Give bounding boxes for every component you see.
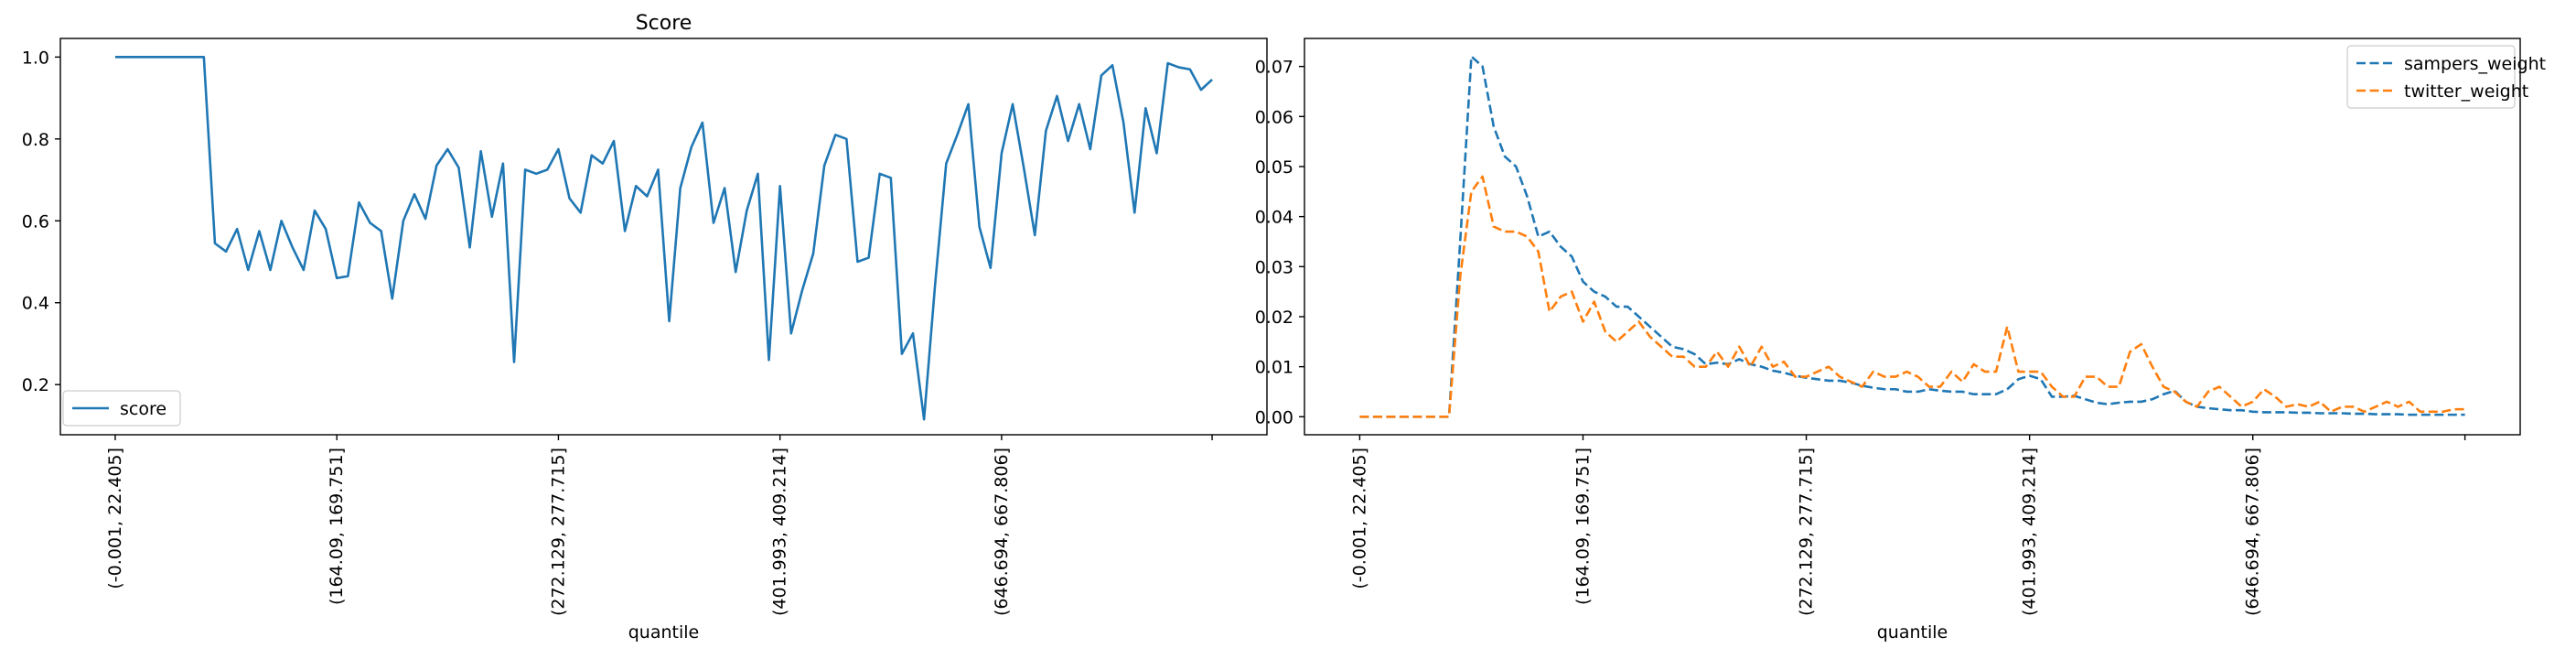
chart1-series-twitter-weight-line <box>1359 175 2465 418</box>
chart1-legend-label-twitter-weight: twitter_weight <box>2404 81 2528 102</box>
chart1-series-sampers-weight-line <box>1359 55 2465 418</box>
chart1-ytick-label: 0.06 <box>1255 107 1293 127</box>
chart1-xtick-label: (272.129, 277.715] <box>1797 448 1817 616</box>
chart0-ytick-label: 1.0 <box>22 48 49 68</box>
chart1-ytick-label: 0.04 <box>1255 208 1293 228</box>
chart1-ytick-label: 0.02 <box>1255 308 1293 328</box>
chart1-ytick-label: 0.05 <box>1255 157 1293 178</box>
chart1-x-axis-label: quantile <box>1877 622 1948 643</box>
chart0-xtick-label: (164.09, 169.751] <box>327 448 347 605</box>
chart1-legend: sampers_weight twitter_weight <box>2346 45 2546 109</box>
chart0-plot-frame <box>59 38 1268 436</box>
chart0-ytick-label: 0.6 <box>22 211 49 232</box>
chart1-ytick-label: 0.03 <box>1255 257 1293 277</box>
chart1-ytick-label: 0.07 <box>1255 58 1293 78</box>
chart0-xtick-label: (646.694, 667.806] <box>992 448 1012 616</box>
chart1-legend-box <box>2346 45 2516 109</box>
score-chart-panel: Score 0.2 0.4 0.6 0.8 1.0 (-0.001, 22.405] (164… <box>22 12 1268 643</box>
chart0-legend: score <box>62 390 181 427</box>
chart0-series-score-line <box>114 56 1213 421</box>
chart0-legend-box <box>62 390 181 427</box>
chart0-legend-label-score: score <box>120 399 166 419</box>
chart1-plot-frame <box>1304 38 2521 436</box>
chart0-title: Score <box>636 12 692 35</box>
chart1-legend-label-sampers-weight: sampers_weight <box>2404 54 2546 74</box>
chart1-xtick-label: (401.993, 409.214] <box>2020 448 2040 616</box>
chart1-ytick-label: 0.01 <box>1255 358 1293 378</box>
chart1-xtick-label: (-0.001, 22.405] <box>1349 448 1369 589</box>
chart0-xtick-label: (272.129, 277.715] <box>548 448 568 616</box>
chart1-xtick-label: (646.694, 667.806] <box>2243 448 2263 616</box>
chart0-ytick-label: 0.8 <box>22 130 49 150</box>
weights-chart-panel: 0.00 0.01 0.02 0.03 0.04 0.05 0.06 0.07 (-0.001,… <box>1255 38 2546 643</box>
chart0-xtick-label: (401.993, 409.214] <box>770 448 790 616</box>
chart0-xtick-label: (-0.001, 22.405] <box>105 448 125 589</box>
chart1-xtick-label: (164.09, 169.751] <box>1572 448 1593 605</box>
chart0-x-axis-label: quantile <box>628 622 699 643</box>
chart1-ytick-label: 0.00 <box>1255 407 1293 427</box>
chart0-ytick-label: 0.4 <box>22 294 49 314</box>
chart0-ytick-label: 0.2 <box>22 375 49 395</box>
